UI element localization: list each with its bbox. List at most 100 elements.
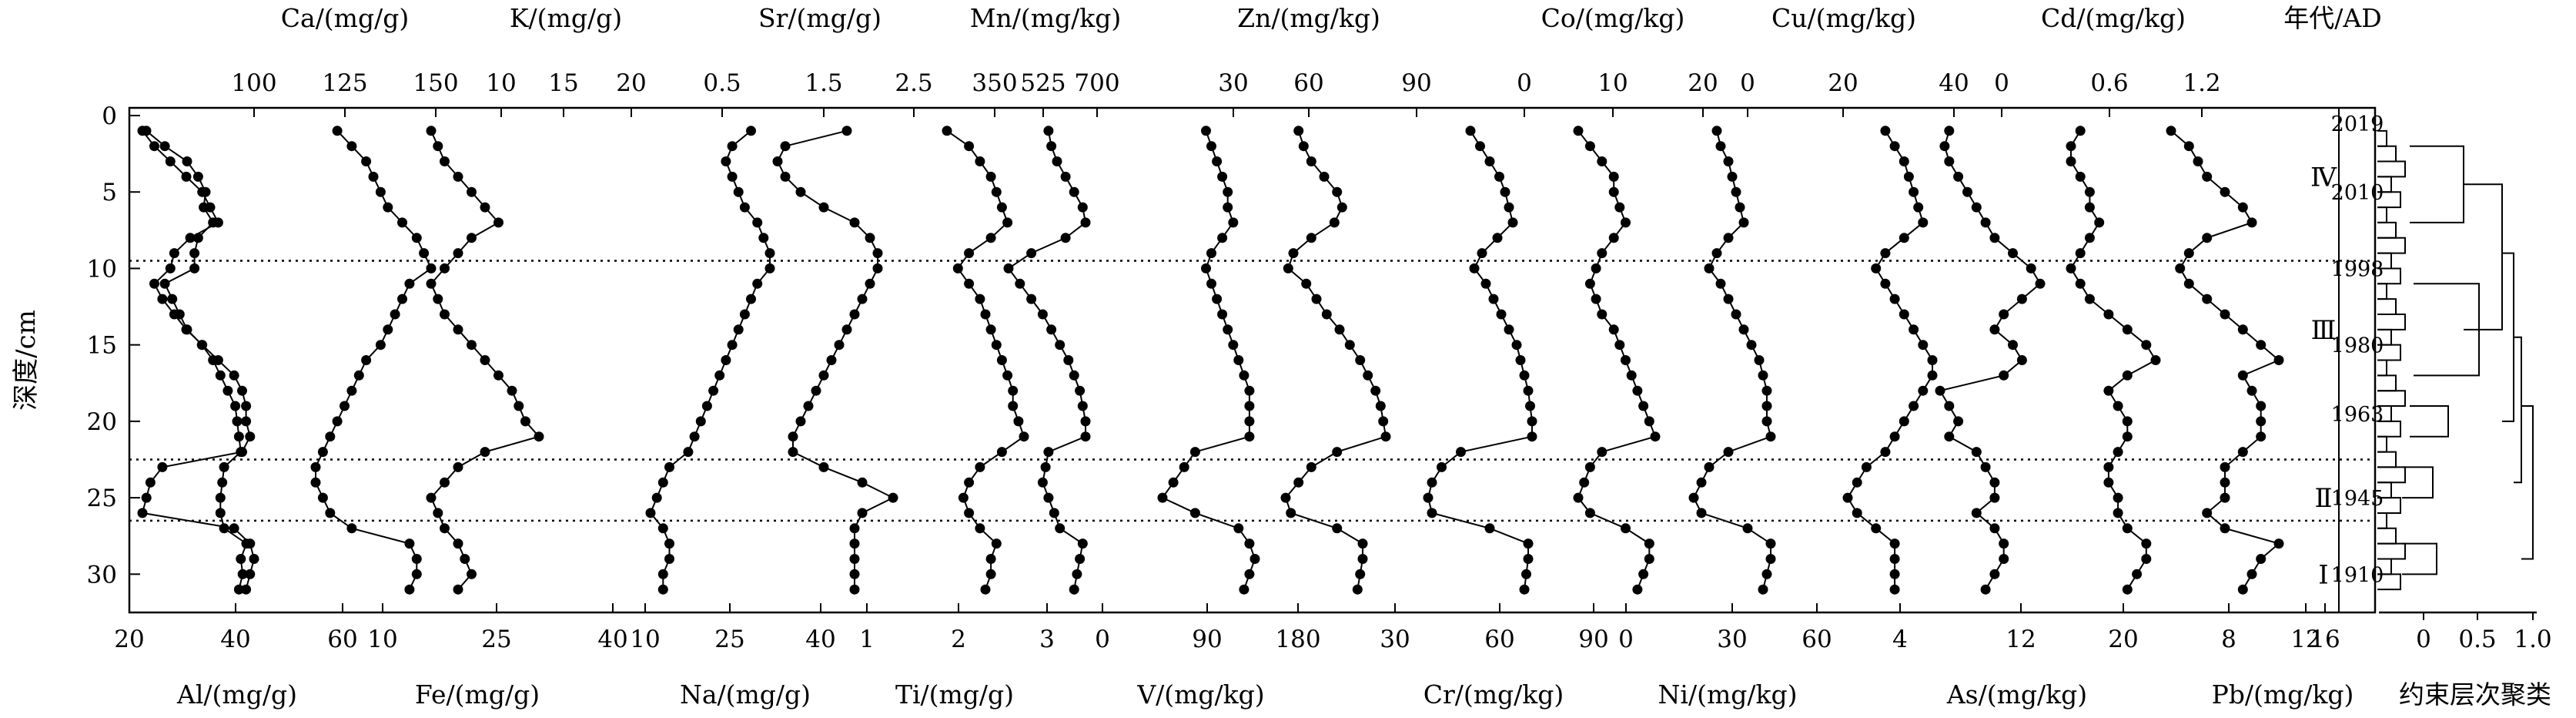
data-point-Cr: [1527, 416, 1537, 427]
data-point-Ca: [208, 355, 219, 365]
bottom-axis-title-Na: Na/(mg/g): [680, 679, 811, 710]
data-point-Mn: [1069, 584, 1079, 595]
data-point-As: [1939, 141, 1950, 152]
data-point-Ti: [985, 171, 996, 182]
data-point-V: [1223, 202, 1233, 213]
data-point-As: [1999, 370, 2009, 381]
dendrogram-merge: [2402, 466, 2434, 499]
data-point-Ca: [208, 217, 219, 228]
dendrogram-branch: [2377, 206, 2387, 223]
data-point-Fe: [375, 186, 386, 197]
data-point-Ni: [1715, 141, 1726, 152]
data-point-Mn: [1063, 355, 1074, 365]
data-point-Cu: [1903, 171, 1914, 182]
data-point-K: [460, 554, 470, 564]
data-point-Pb: [2256, 554, 2267, 564]
data-point-K: [534, 431, 544, 442]
data-point-V: [1239, 584, 1250, 595]
data-point-Zn: [1332, 523, 1343, 534]
data-point-Sr: [818, 202, 829, 213]
data-point-Co: [1614, 340, 1625, 351]
data-point-Cu: [1861, 461, 1872, 472]
top-tick-label-Cu: 20: [1828, 69, 1858, 97]
data-point-Na: [739, 202, 750, 213]
data-point-Pb: [2237, 584, 2248, 595]
top-tick-label-Zn: 30: [1218, 69, 1248, 97]
data-point-Ca: [215, 492, 226, 503]
data-point-Pb: [2220, 523, 2230, 534]
data-point-Pb: [2273, 355, 2284, 365]
bottom-tick-label-Pb: 16: [2310, 626, 2340, 653]
data-point-Ni: [1758, 584, 1768, 595]
data-point-Pb: [2183, 141, 2194, 152]
data-point-As: [1989, 492, 2000, 503]
bottom-axis-title-Pb: Pb/(mg/kg): [2212, 679, 2354, 710]
data-point-Mn: [1080, 416, 1091, 427]
dendrogram-branch: [2377, 191, 2401, 209]
data-point-Cu: [1899, 309, 1909, 320]
bottom-tick-label-Pb: 8: [2221, 626, 2236, 653]
data-point-V: [1244, 401, 1255, 411]
data-point-Na: [727, 340, 738, 351]
data-point-Ni: [1765, 554, 1776, 564]
data-point-V: [1212, 294, 1223, 304]
top-tick-label-Mn: 350: [972, 69, 1017, 97]
data-point-Al: [137, 508, 148, 518]
data-point-Ni: [1696, 508, 1707, 518]
data-point-Ca: [189, 248, 200, 259]
data-point-Ti: [942, 126, 952, 136]
top-axis-title-Zn: Zn/(mg/kg): [1237, 3, 1380, 33]
data-point-Na: [746, 294, 756, 304]
dendrogram-branch: [2377, 344, 2401, 361]
data-point-Cr: [1511, 340, 1522, 351]
data-point-Fe: [317, 447, 328, 458]
data-point-Ni: [1731, 309, 1741, 320]
data-point-Ca: [167, 294, 178, 304]
data-point-Cu: [1889, 294, 1900, 304]
data-point-Cd: [2066, 263, 2076, 273]
data-point-Zn: [1293, 477, 1304, 488]
data-point-As: [1980, 461, 1991, 472]
data-point-Na: [664, 554, 674, 564]
data-point-Mn: [1069, 370, 1079, 381]
data-point-Ca: [200, 186, 211, 197]
data-point-K: [433, 141, 443, 152]
data-point-Cd: [2084, 202, 2095, 213]
top-axis-title-Sr: Sr/(mg/g): [758, 3, 882, 33]
data-point-Ni: [1723, 294, 1734, 304]
data-point-Co: [1584, 508, 1595, 518]
data-point-V: [1233, 523, 1244, 534]
data-point-Al: [229, 370, 239, 381]
dendrogram-branch: [2377, 374, 2397, 392]
data-point-Cu: [1909, 186, 1919, 197]
top-tick-label-Co: 20: [1688, 69, 1718, 97]
data-point-V: [1179, 461, 1189, 472]
data-point-Ca: [182, 156, 192, 166]
data-point-Ni: [1758, 370, 1768, 381]
data-point-Fe: [404, 538, 415, 549]
data-point-As: [2035, 278, 2046, 289]
series-group: [137, 126, 2284, 595]
bottom-tick-label-V: 90: [1192, 626, 1222, 653]
data-point-Na: [752, 278, 763, 289]
data-point-Mn: [1015, 278, 1025, 289]
data-point-Mn: [1046, 141, 1057, 152]
data-point-Ca: [219, 461, 229, 472]
data-point-Sr: [888, 492, 898, 503]
top-tick-label-Sr: 1.5: [805, 69, 842, 97]
data-point-Ni: [1711, 126, 1722, 136]
data-point-Cu: [1871, 263, 1882, 273]
data-point-Cr: [1515, 355, 1526, 365]
data-point-Ca: [237, 569, 248, 579]
data-point-K: [433, 508, 443, 518]
data-point-Co: [1644, 538, 1654, 549]
data-point-Ti: [985, 569, 996, 579]
data-point-V: [1157, 492, 1168, 503]
bottom-axis-title-Ni: Ni/(mg/kg): [1658, 679, 1798, 710]
data-point-Mn: [1080, 431, 1091, 442]
top-tick-label-K: 20: [616, 69, 646, 97]
depth-tick-label: 20: [87, 408, 117, 436]
data-point-Co: [1608, 233, 1619, 243]
bottom-tick-label-As: 4: [1892, 626, 1908, 653]
data-point-Mn: [1049, 508, 1059, 518]
